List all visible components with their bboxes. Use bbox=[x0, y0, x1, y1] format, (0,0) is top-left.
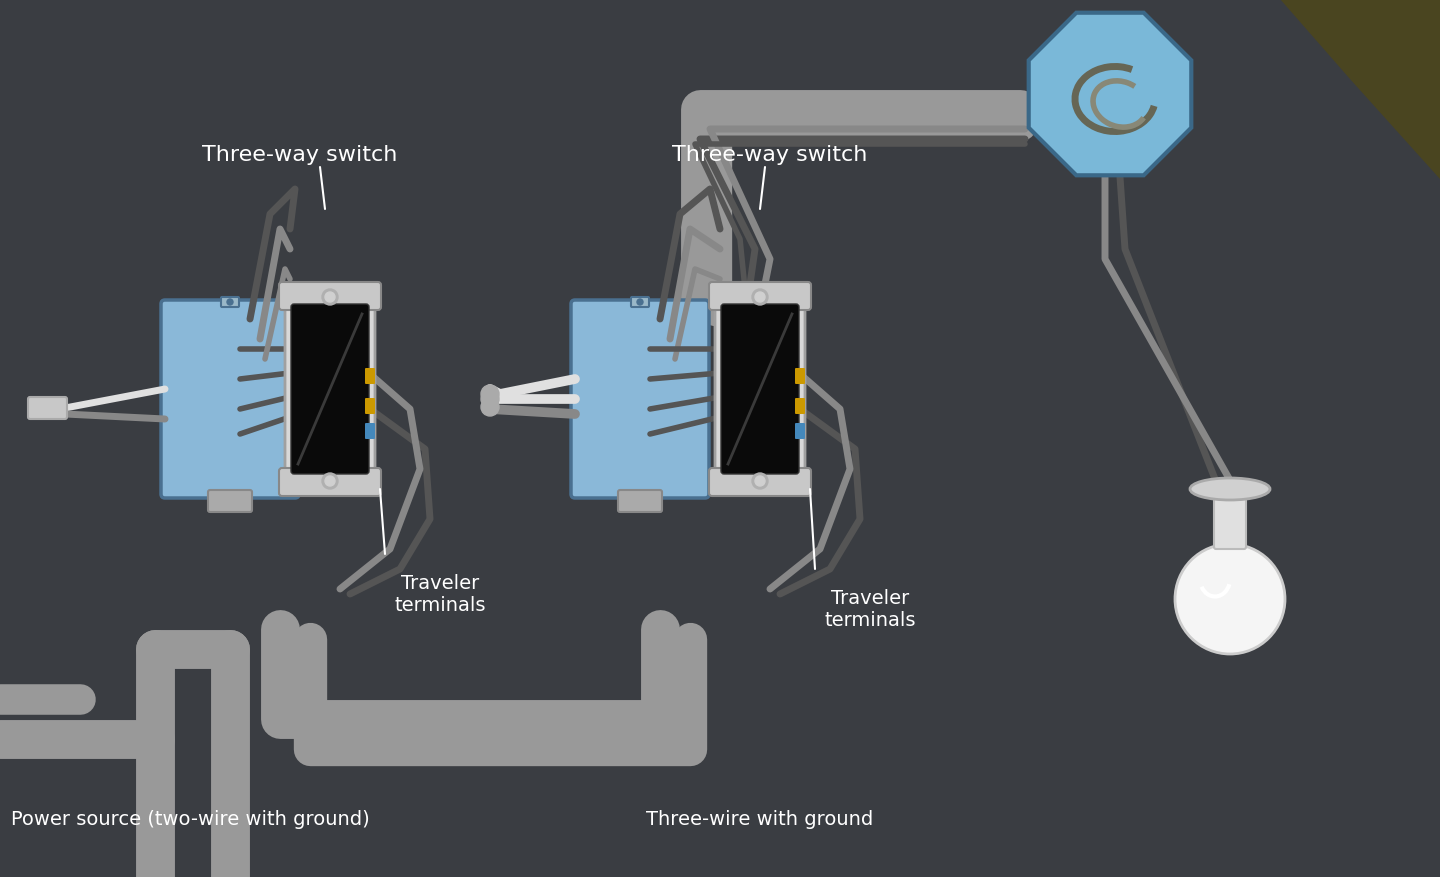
FancyBboxPatch shape bbox=[285, 285, 374, 495]
Polygon shape bbox=[1280, 0, 1440, 180]
Circle shape bbox=[481, 386, 500, 403]
FancyBboxPatch shape bbox=[618, 490, 662, 512]
FancyBboxPatch shape bbox=[364, 398, 374, 415]
FancyBboxPatch shape bbox=[279, 282, 382, 310]
Circle shape bbox=[481, 390, 500, 409]
Text: Three-wire with ground: Three-wire with ground bbox=[647, 809, 874, 829]
FancyBboxPatch shape bbox=[795, 368, 805, 384]
Text: Three-way switch: Three-way switch bbox=[202, 145, 397, 165]
Circle shape bbox=[755, 293, 765, 303]
Circle shape bbox=[323, 289, 338, 306]
Circle shape bbox=[752, 474, 768, 489]
Circle shape bbox=[228, 300, 233, 306]
Text: Traveler
terminals: Traveler terminals bbox=[395, 574, 485, 615]
FancyBboxPatch shape bbox=[795, 398, 805, 415]
FancyBboxPatch shape bbox=[279, 468, 382, 496]
FancyBboxPatch shape bbox=[364, 368, 374, 384]
FancyBboxPatch shape bbox=[716, 285, 805, 495]
Circle shape bbox=[1175, 545, 1284, 654]
FancyBboxPatch shape bbox=[291, 304, 369, 474]
Circle shape bbox=[481, 398, 500, 417]
Circle shape bbox=[752, 289, 768, 306]
FancyBboxPatch shape bbox=[220, 297, 239, 308]
FancyBboxPatch shape bbox=[220, 491, 239, 502]
FancyBboxPatch shape bbox=[795, 424, 805, 439]
FancyBboxPatch shape bbox=[572, 301, 708, 498]
Text: Power source (two-wire with ground): Power source (two-wire with ground) bbox=[10, 809, 370, 829]
FancyBboxPatch shape bbox=[364, 424, 374, 439]
FancyBboxPatch shape bbox=[27, 397, 68, 419]
FancyBboxPatch shape bbox=[1214, 496, 1246, 549]
FancyBboxPatch shape bbox=[207, 490, 252, 512]
Text: Traveler
terminals: Traveler terminals bbox=[824, 588, 916, 630]
FancyBboxPatch shape bbox=[721, 304, 799, 474]
Text: Three-way switch: Three-way switch bbox=[672, 145, 868, 165]
Circle shape bbox=[636, 300, 644, 306]
FancyBboxPatch shape bbox=[631, 297, 649, 308]
FancyBboxPatch shape bbox=[708, 282, 811, 310]
Ellipse shape bbox=[1189, 479, 1270, 501]
FancyBboxPatch shape bbox=[708, 468, 811, 496]
Polygon shape bbox=[1028, 14, 1191, 176]
Circle shape bbox=[323, 474, 338, 489]
FancyBboxPatch shape bbox=[631, 491, 649, 502]
Circle shape bbox=[325, 293, 336, 303]
Circle shape bbox=[325, 476, 336, 487]
Circle shape bbox=[755, 476, 765, 487]
FancyBboxPatch shape bbox=[161, 301, 300, 498]
